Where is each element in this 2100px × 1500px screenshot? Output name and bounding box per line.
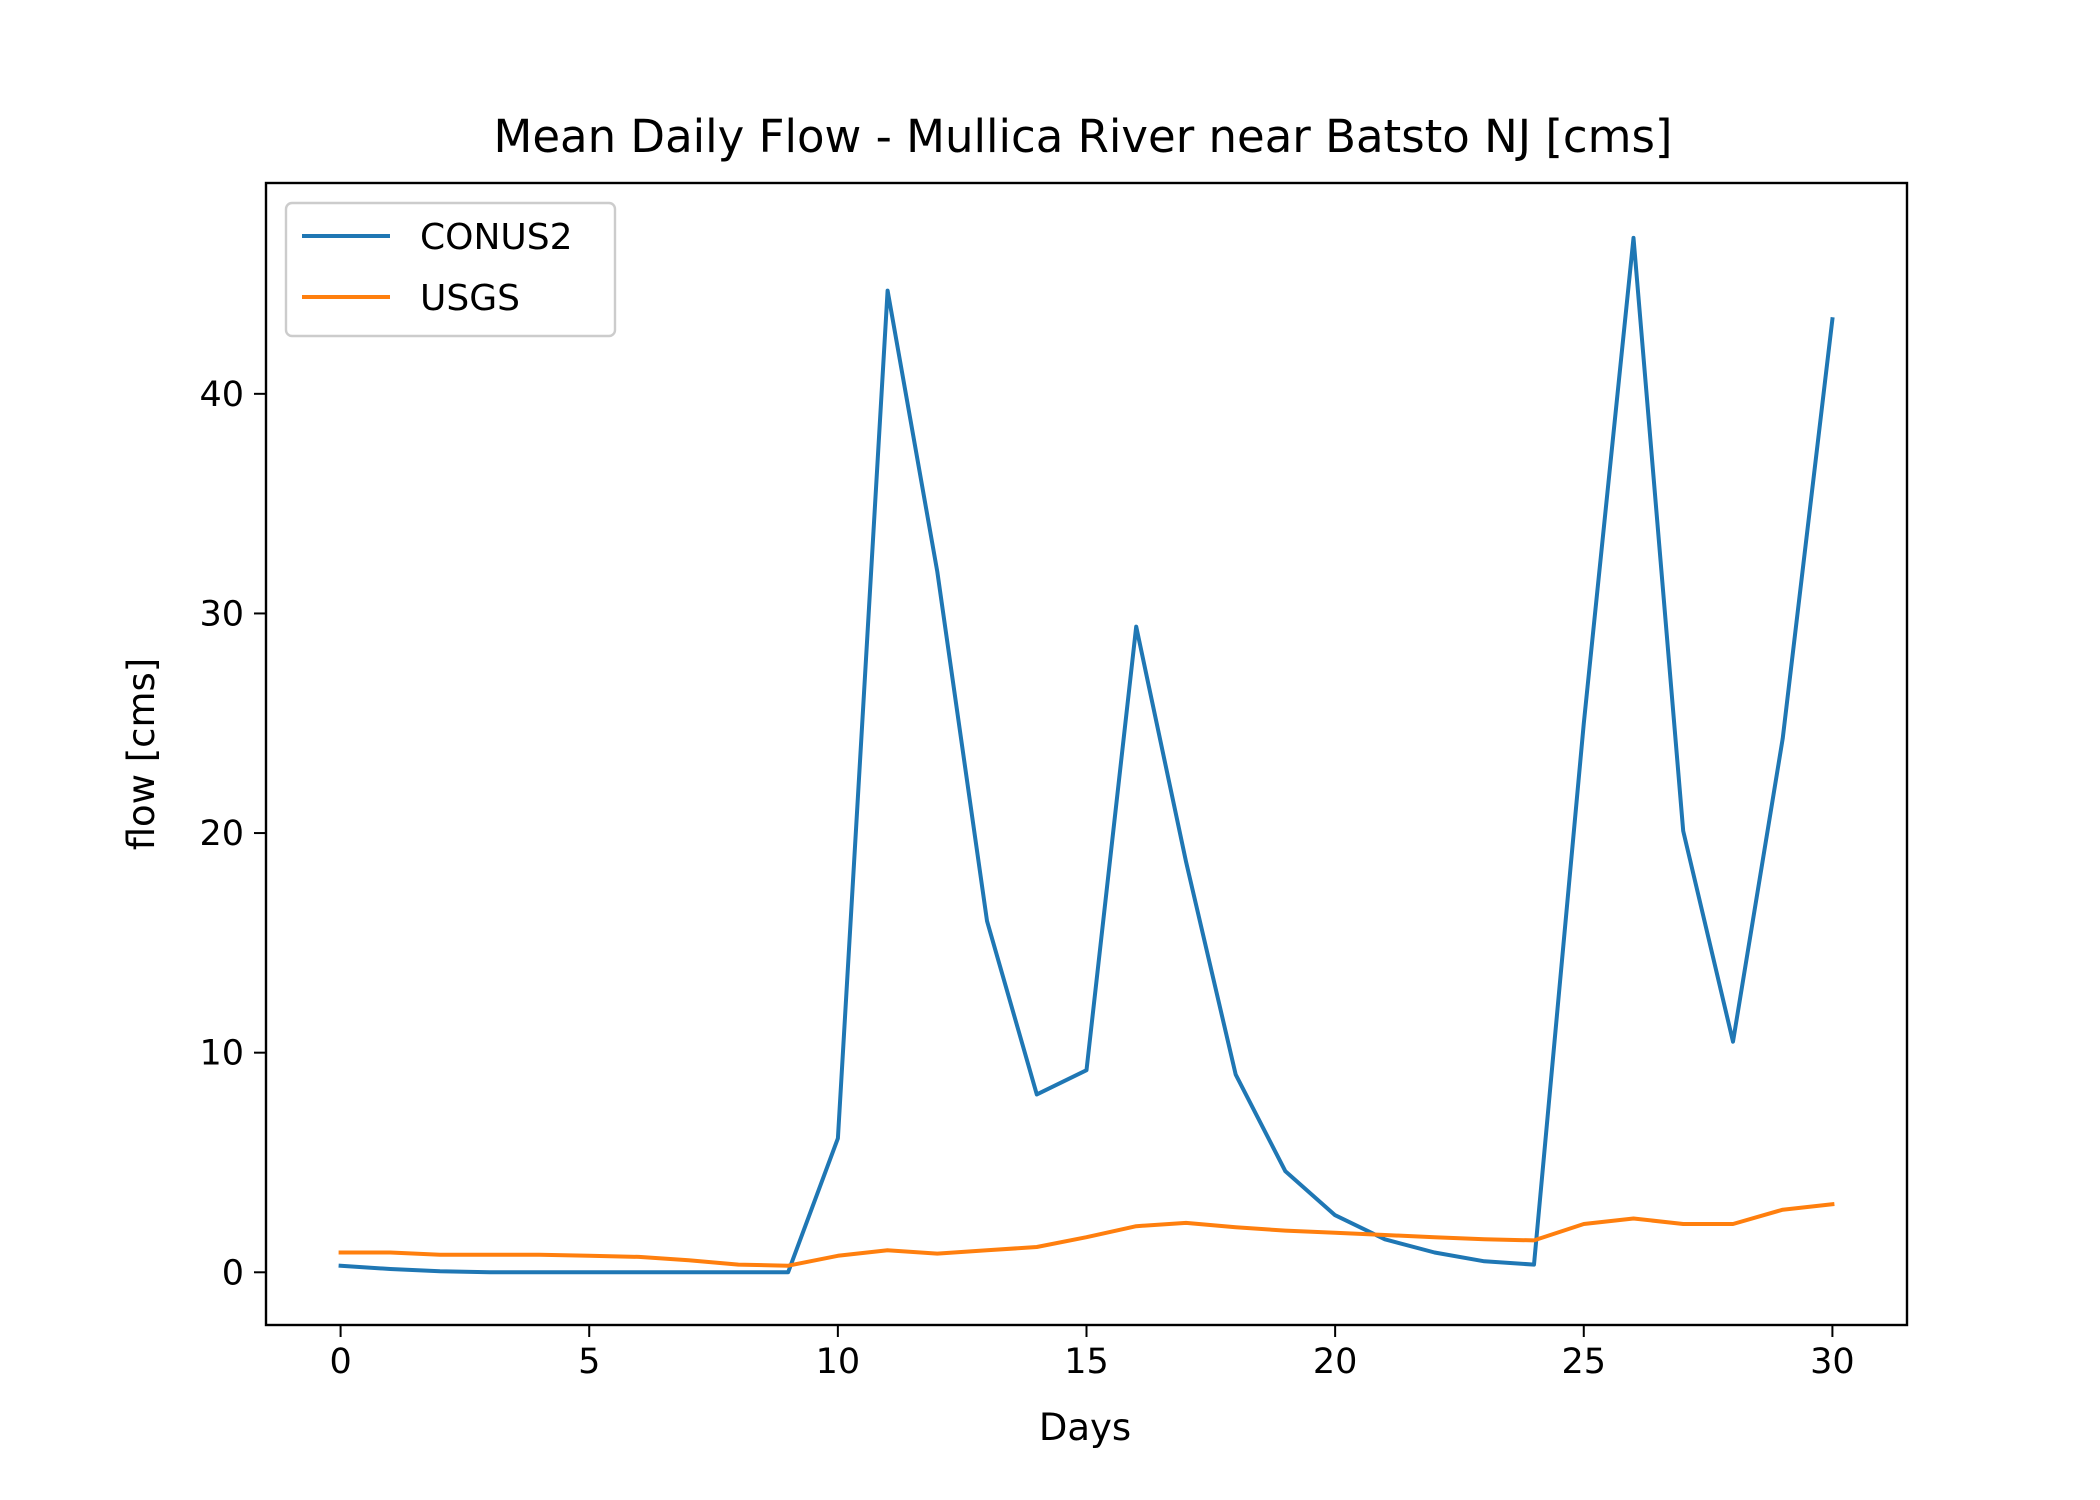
legend-label-conus2: CONUS2: [420, 217, 573, 258]
x-tick-label: 20: [1313, 1342, 1358, 1382]
series-line-conus2: [338, 235, 1835, 1275]
y-tick-label: 30: [199, 594, 244, 634]
y-tick-label: 0: [222, 1253, 244, 1293]
x-tick-label: 0: [329, 1342, 351, 1382]
x-tick-label: 15: [1064, 1342, 1109, 1382]
y-tick-label: 20: [199, 814, 244, 854]
y-tick-label: 10: [199, 1034, 244, 1074]
x-axis: 0 5 10 15 20 25 30: [329, 1325, 1855, 1382]
x-tick-label: 25: [1561, 1342, 1606, 1382]
x-tick-label: 30: [1810, 1342, 1855, 1382]
y-tick-label: 40: [199, 375, 244, 415]
series-line-usgs: [338, 1201, 1835, 1268]
y-axis: 0 10 20 30 40: [199, 375, 266, 1293]
chart-title: Mean Daily Flow - Mullica River near Bat…: [494, 110, 1673, 163]
x-tick-label: 10: [816, 1342, 861, 1382]
plot-lines: [338, 235, 1835, 1275]
legend-label-usgs: USGS: [420, 278, 520, 319]
legend: CONUS2 USGS: [284, 201, 617, 338]
y-axis-label: flow [cms]: [120, 658, 163, 851]
x-axis-label: Days: [1039, 1406, 1131, 1449]
x-tick-label: 5: [578, 1342, 600, 1382]
